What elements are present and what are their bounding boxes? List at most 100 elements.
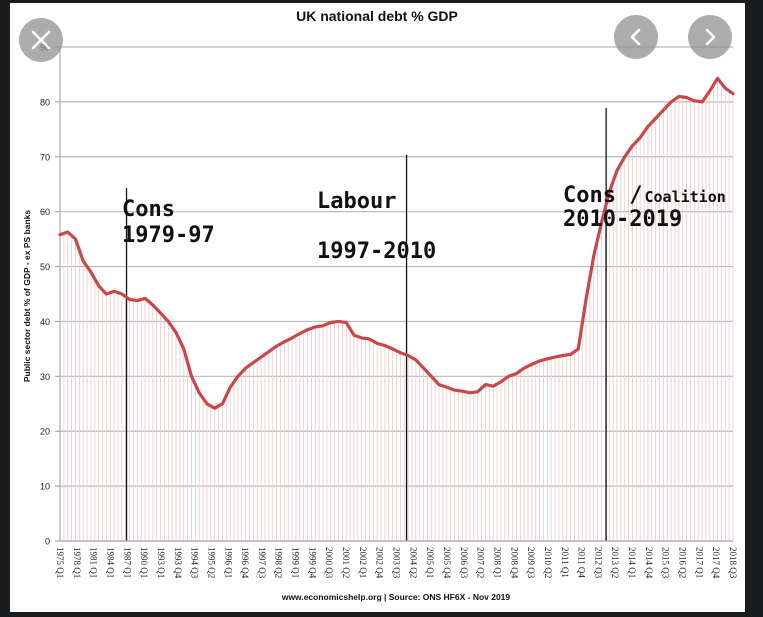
x-tick-label: 1996 Q4 — [240, 547, 250, 579]
x-tick-label: 2016 Q2 — [678, 547, 688, 578]
data-point — [553, 355, 557, 359]
data-point — [592, 254, 595, 257]
data-point — [445, 386, 448, 389]
data-point — [584, 298, 588, 301]
data-point — [685, 96, 688, 99]
x-tick-label: 2001 Q2 — [341, 547, 351, 578]
data-point — [182, 347, 185, 351]
x-tick-label: 2006 Q3 — [459, 547, 469, 579]
x-tick-label: 2008 Q1 — [492, 547, 502, 578]
data-point — [530, 363, 534, 366]
annotation-cons-coalition-2010: Cons / Coalition 2010-2019 — [563, 183, 726, 232]
data-point — [700, 100, 704, 104]
data-point — [221, 402, 224, 405]
data-point — [708, 89, 711, 93]
data-point — [383, 344, 387, 347]
data-point — [97, 284, 100, 287]
y-tick-label: 50 — [40, 262, 50, 272]
x-tick-label: 2008 Q4 — [509, 547, 519, 579]
data-point — [275, 344, 278, 348]
data-point — [352, 333, 356, 337]
data-point — [677, 95, 681, 98]
y-tick-label: 60 — [40, 207, 50, 217]
data-point — [669, 100, 673, 104]
data-point — [716, 77, 719, 80]
data-point — [337, 320, 340, 323]
data-point — [283, 340, 286, 343]
y-axis-label: Public sector debt % of GDP - ex PS bank… — [22, 210, 32, 383]
data-point — [136, 299, 139, 302]
x-tick-label: 1990 Q1 — [139, 547, 149, 578]
x-tick-label: 1993 Q1 — [156, 547, 166, 578]
data-point — [515, 372, 518, 375]
data-point — [159, 312, 162, 315]
annotation-label-main: Cons / — [563, 183, 642, 208]
data-point — [252, 361, 255, 364]
series-line-debt — [58, 76, 735, 410]
data-point — [58, 233, 62, 236]
x-tick-label: 2011 Q1 — [560, 547, 570, 578]
data-point — [662, 108, 665, 112]
data-point — [174, 331, 178, 334]
data-point — [468, 391, 472, 394]
data-point — [422, 366, 425, 370]
data-point — [430, 375, 433, 378]
previous-image-button[interactable] — [614, 15, 658, 59]
x-tick-label: 1996 Q1 — [223, 547, 233, 578]
x-tick-label: 1984 Q1 — [105, 547, 115, 578]
data-point — [236, 375, 240, 378]
data-point — [298, 332, 302, 335]
period-divider-layer — [125, 108, 607, 541]
annotation-years: 1997-2010 — [317, 239, 436, 264]
data-point — [414, 358, 418, 362]
data-point — [437, 383, 441, 386]
x-tick-label: 2013 Q2 — [610, 547, 620, 578]
data-point — [491, 385, 495, 388]
x-tick-label: 2003 Q3 — [392, 547, 402, 579]
chevron-left-icon — [630, 28, 641, 46]
data-point — [167, 320, 170, 323]
y-tick-label: 40 — [40, 317, 50, 327]
x-tick-label: 2005 Q1 — [425, 547, 435, 578]
series-layer — [58, 76, 735, 410]
data-point — [143, 297, 147, 300]
data-point — [290, 336, 294, 340]
x-tick-label: 2012 Q3 — [593, 547, 603, 579]
data-point — [561, 354, 565, 357]
data-point — [314, 325, 317, 329]
data-point — [638, 136, 642, 139]
data-point — [646, 125, 650, 128]
annotation-label: Cons / Coalition — [563, 183, 726, 208]
x-tick-label: 2015 Q3 — [661, 547, 671, 579]
x-tick-label: 2014 Q4 — [644, 547, 654, 579]
data-point — [654, 117, 657, 120]
data-point — [360, 336, 363, 340]
x-tick-label: 1994 Q3 — [190, 547, 200, 579]
data-point — [406, 354, 410, 357]
x-tick-label: 2014 Q1 — [627, 547, 637, 578]
x-tick-label: 2010 Q2 — [543, 547, 553, 578]
x-tick-label: 2017 Q4 — [711, 547, 721, 579]
x-tick-label: 1995 Q2 — [206, 547, 216, 578]
next-image-button[interactable] — [688, 15, 732, 59]
data-point — [546, 357, 549, 360]
area-hatch-layer — [59, 78, 734, 541]
close-button[interactable] — [19, 18, 63, 62]
data-point — [190, 375, 193, 378]
data-point — [399, 351, 402, 354]
data-point — [476, 390, 479, 393]
y-tick-label: 10 — [40, 482, 50, 492]
data-point — [259, 355, 263, 359]
data-point — [461, 389, 464, 393]
annotation-cons-1979: Cons 1979-97 — [122, 197, 215, 248]
annotation-years: 1979-97 — [122, 223, 215, 248]
data-point — [453, 388, 456, 392]
data-point — [631, 144, 634, 147]
data-point — [484, 383, 487, 386]
x-tick-label: 2002 Q1 — [358, 547, 368, 578]
data-point — [306, 328, 309, 331]
data-point — [128, 298, 131, 301]
data-point — [615, 169, 619, 172]
data-point — [120, 292, 124, 296]
